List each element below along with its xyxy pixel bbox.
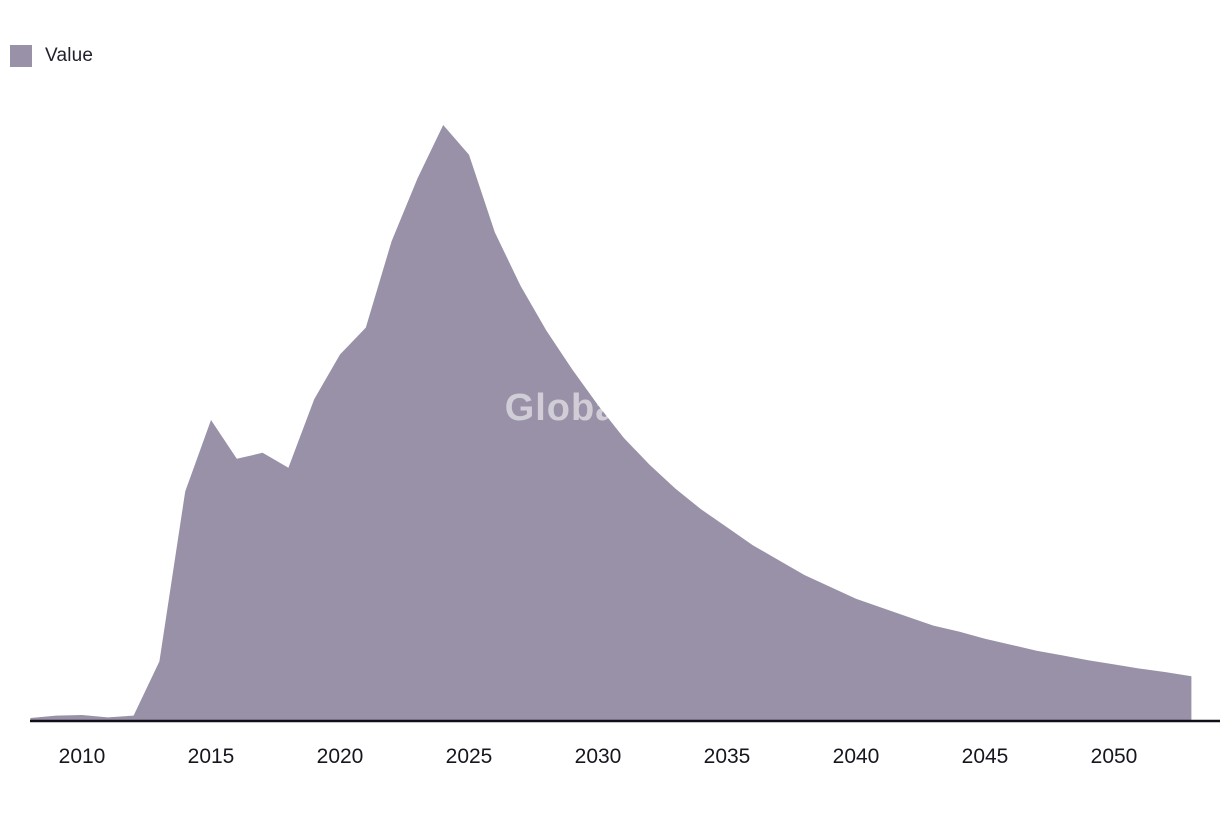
legend-label-value: Value [45,45,94,66]
x-tick-label-2045: 2045 [962,745,1009,768]
x-tick-label-2020: 2020 [317,745,364,768]
x-tick-label-2015: 2015 [188,745,235,768]
legend: Value [10,45,93,67]
x-tick-label-2025: 2025 [446,745,493,768]
legend-swatch-value [10,45,32,67]
x-axis-tick-labels: 2010 2015 2020 2025 2030 2035 2040 2045 2050 [59,745,1138,768]
watermark-text: GlobalData [505,387,716,429]
area-series-value [30,125,1192,721]
x-tick-label-2035: 2035 [704,745,751,768]
x-tick-label-2050: 2050 [1091,745,1138,768]
x-tick-label-2030: 2030 [575,745,622,768]
x-tick-label-2010: 2010 [59,745,106,768]
x-tick-label-2040: 2040 [833,745,880,768]
